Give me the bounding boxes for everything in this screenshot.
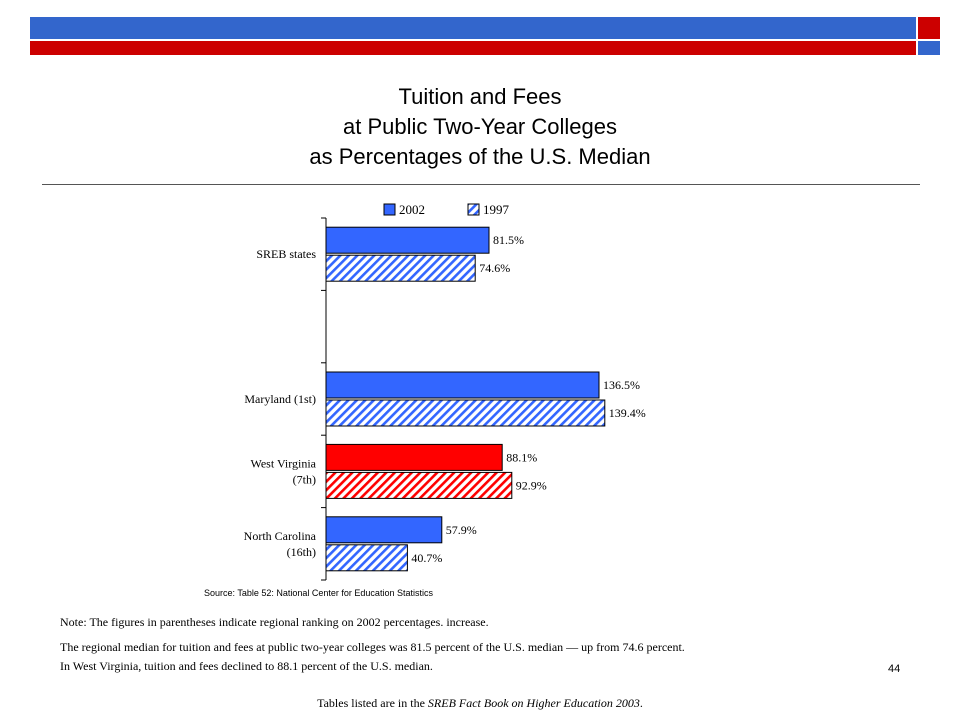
note-regional-median: The regional median for tuition and fees… <box>60 640 685 654</box>
title-divider <box>42 184 920 185</box>
data-label: 139.4% <box>609 406 646 420</box>
footer-title: SREB Fact Book on Higher Education 2003 <box>427 696 640 710</box>
slide-title: Tuition and Fees at Public Two-Year Coll… <box>0 82 960 172</box>
bar-2002-maryland-1st- <box>325 371 600 399</box>
bar-1997-west-virginia-7th- <box>325 471 513 499</box>
bar-1997-maryland-1st- <box>325 399 606 427</box>
footer-note: Tables listed are in the SREB Fact Book … <box>0 696 960 711</box>
data-label: 92.9% <box>516 478 547 492</box>
bar-1997-north-carolina-16th- <box>325 544 408 572</box>
bar-2002-north-carolina-16th- <box>325 516 443 544</box>
header-square-blue <box>918 41 940 55</box>
header-band-red <box>30 41 916 55</box>
data-label: 81.5% <box>493 233 524 247</box>
bar-1997-sreb-states <box>325 254 476 282</box>
category-label: (7th) <box>293 472 316 486</box>
category-label: West Virginia <box>250 456 316 470</box>
category-label: (16th) <box>287 545 316 559</box>
data-label: 40.7% <box>411 551 442 565</box>
bar-2002-west-virginia-7th- <box>325 443 503 471</box>
title-line-3: as Percentages of the U.S. Median <box>309 144 651 169</box>
page-number: 44 <box>888 663 901 675</box>
legend-label-1997: 1997 <box>483 202 510 217</box>
category-label: Maryland (1st) <box>244 392 316 406</box>
title-line-2: at Public Two-Year Colleges <box>343 114 617 139</box>
data-label: 57.9% <box>446 523 477 537</box>
legend-label-2002: 2002 <box>399 202 425 217</box>
note-west-virginia: In West Virginia, tuition and fees decli… <box>60 659 433 673</box>
note-ranking: Note: The figures in parentheses indicat… <box>60 615 489 629</box>
header-square-red <box>918 17 940 39</box>
bar-2002-sreb-states <box>325 226 490 254</box>
title-line-1: Tuition and Fees <box>398 84 562 109</box>
category-label: North Carolina <box>244 529 317 543</box>
category-label: SREB states <box>256 247 316 261</box>
footer-suffix: . <box>639 696 643 710</box>
legend-swatch-2002 <box>383 203 396 216</box>
header-band-blue <box>30 17 916 39</box>
data-label: 88.1% <box>506 450 537 464</box>
footer-prefix: Tables listed are in the <box>317 696 428 710</box>
data-label: 136.5% <box>603 378 640 392</box>
legend-swatch-1997 <box>467 203 480 216</box>
chart-source: Source: Table 52: National Center for Ed… <box>204 588 433 598</box>
data-label: 74.6% <box>479 261 510 275</box>
bar-chart: 81.5% 74.6% SREB states 136.5% 139.4% Marylan… <box>204 202 646 598</box>
